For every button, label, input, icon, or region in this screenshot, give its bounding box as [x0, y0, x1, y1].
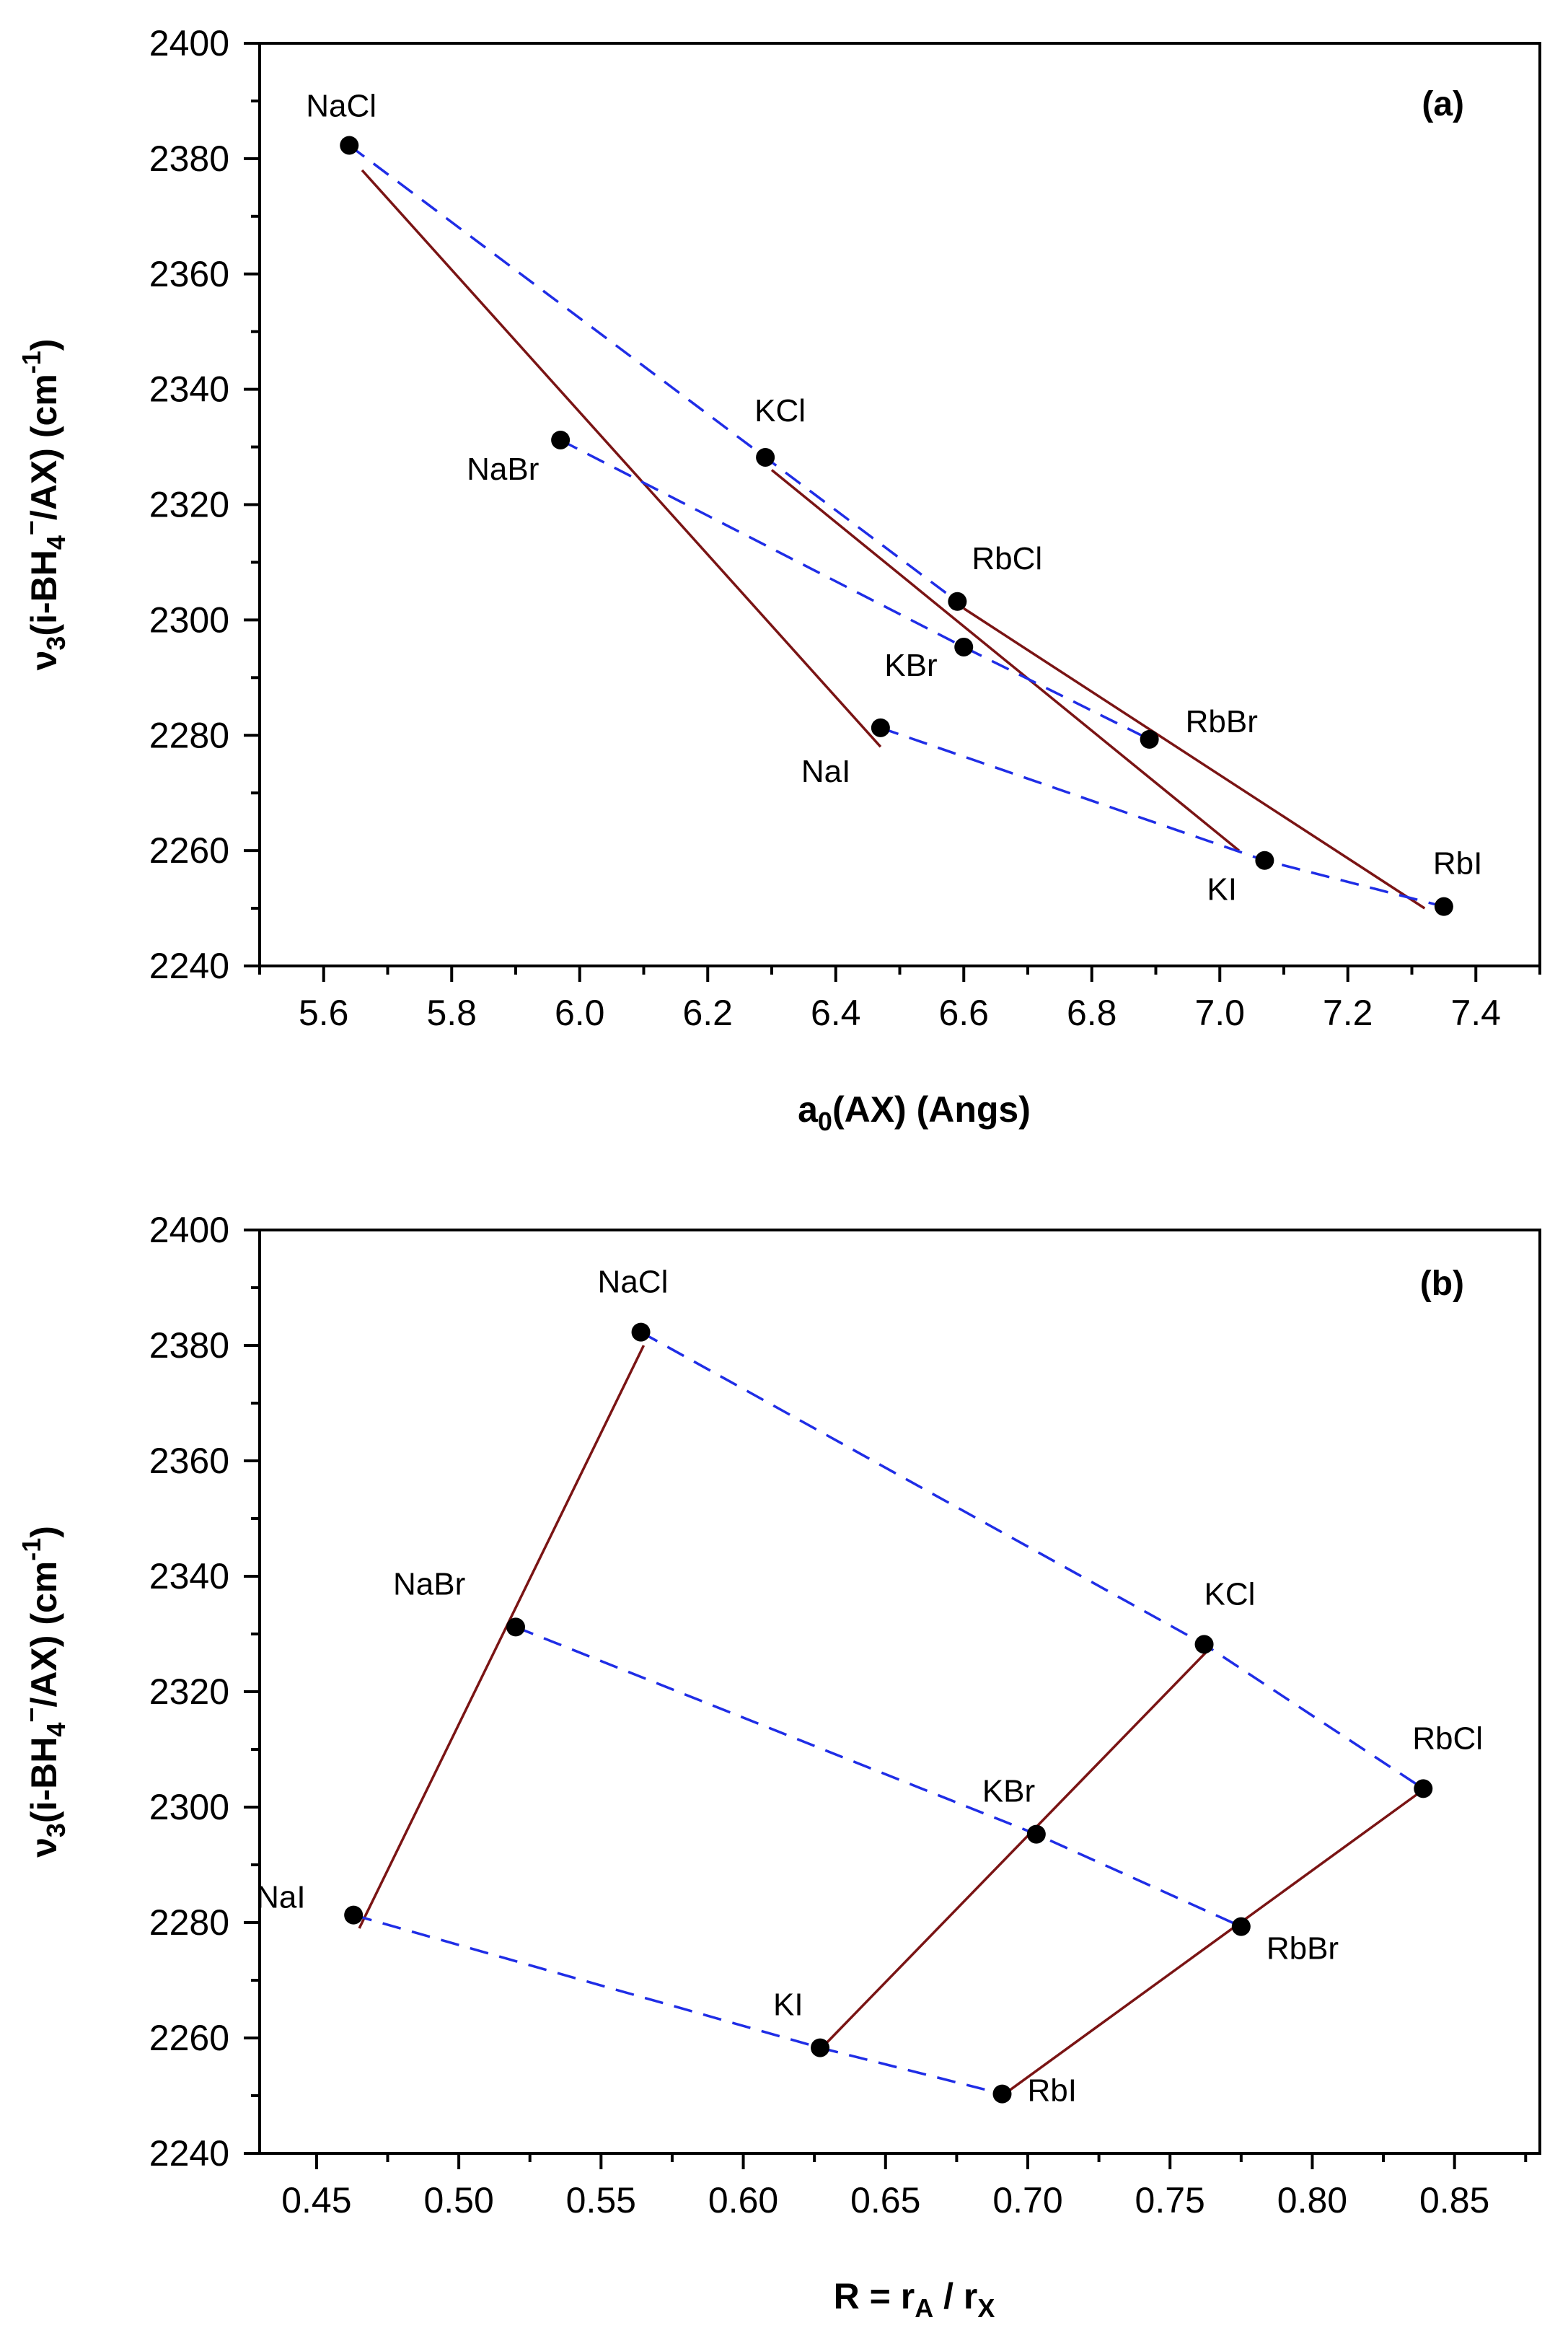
x-tick-label: 6.4	[811, 993, 861, 1033]
point-label: RbCl	[972, 541, 1042, 576]
panel-b: 0.45 0.50 0.55 0.60 0.65 0.70 0.75 0.80 0.85 2240…	[17, 1210, 1541, 2323]
y-tick-label: 2260	[149, 2018, 229, 2058]
y-tick-label: 2300	[149, 599, 229, 640]
point-label: KCl	[1204, 1576, 1256, 1612]
x-tick-label: 0.75	[1135, 2180, 1205, 2220]
panel-a: 5.6 5.8 6.0 6.2 6.4 6.6 6.8 7.0 7.2 7.4 2240 2260 22…	[17, 23, 1541, 1136]
point-label: NaBr	[393, 1566, 465, 1602]
point-label: RbCl	[1412, 1721, 1483, 1756]
y-tick-label: 2240	[149, 946, 229, 986]
x-tick-label: 6.6	[938, 993, 989, 1033]
data-point-rbi	[992, 2084, 1012, 2104]
x-tick-label: 6.2	[682, 993, 733, 1033]
point-label: RbBr	[1186, 704, 1258, 739]
data-point-kcl	[1194, 1635, 1214, 1654]
data-point-nacl	[340, 136, 359, 155]
y-tick-label: 2380	[149, 139, 229, 179]
point-label: RbI	[1433, 846, 1482, 882]
data-point-nacl	[631, 1322, 651, 1342]
data-point-nabr	[506, 1617, 525, 1637]
x-tick-label: 0.55	[566, 2180, 636, 2220]
y-tick-label: 2240	[149, 2133, 229, 2174]
solid-line-rb-series	[1001, 1788, 1424, 2097]
x-axis-title: R = rA / rX	[834, 2276, 995, 2323]
data-point-nai	[344, 1905, 364, 1925]
x-axis-title: a0(AX) (Angs)	[798, 1089, 1031, 1136]
x-tick-label: 6.8	[1067, 993, 1117, 1033]
x-tick-label: 7.2	[1323, 993, 1373, 1033]
data-point-nabr	[551, 430, 571, 449]
solid-line-na-series	[361, 169, 882, 748]
data-point-rbi	[1434, 897, 1453, 916]
y-tick-label: 2380	[149, 1325, 229, 1366]
y-tick-label: 2340	[149, 369, 229, 410]
y-tick-label: 2360	[149, 254, 229, 294]
x-tick-label: 7.4	[1450, 993, 1501, 1033]
x-tick-label: 0.85	[1419, 2180, 1489, 2220]
panel-label: (a)	[1422, 85, 1464, 123]
dashed-line-cl-series	[348, 144, 959, 603]
point-label: NaBr	[467, 452, 539, 487]
data-point-kcl	[756, 447, 775, 467]
point-label: RbBr	[1267, 1931, 1339, 1967]
data-point-rbbr	[1231, 1917, 1251, 1936]
x-tick-label: 0.70	[992, 2180, 1062, 2220]
data-point-nai	[871, 718, 890, 737]
y-tick-label: 2260	[149, 830, 229, 871]
x-tick-label: 6.0	[555, 993, 605, 1033]
point-label: NaI	[256, 1880, 305, 1915]
point-label: NaCl	[598, 1265, 669, 1300]
data-point-kbr	[1026, 1824, 1046, 1844]
point-label: KI	[773, 1987, 803, 2023]
x-tick-label: 5.8	[426, 993, 477, 1033]
point-label: KI	[1207, 872, 1237, 908]
x-tick-label: 5.6	[299, 993, 349, 1033]
dashed-line-br-series	[560, 439, 1150, 741]
dashed-line-i-series	[880, 726, 1445, 908]
panel-label: (b)	[1420, 1265, 1464, 1303]
dashed-line-i-series	[353, 1913, 1003, 2096]
x-tick-label: 7.0	[1194, 993, 1245, 1033]
point-label: KCl	[754, 393, 806, 429]
plot-frame	[258, 42, 1541, 967]
y-tick-label: 2360	[149, 1441, 229, 1481]
y-tick-label: 2320	[149, 1671, 229, 1712]
y-tick-label: 2320	[149, 485, 229, 525]
data-point-rbcl	[948, 592, 967, 611]
y-tick-label: 2300	[149, 1787, 229, 1827]
y-tick-label: 2280	[149, 715, 229, 755]
data-point-rbcl	[1414, 1779, 1433, 1798]
data-point-ki	[1255, 851, 1274, 870]
y-axis-title: ν3(i-BH4−/AX) (cm-1)	[17, 1526, 71, 1858]
point-label: KBr	[982, 1774, 1035, 1809]
point-label: RbI	[1028, 2073, 1077, 2109]
x-tick-label: 0.65	[850, 2180, 920, 2220]
solid-line-rb-series	[963, 607, 1426, 910]
solid-line-na-series	[358, 1345, 646, 1929]
x-tick-label: 0.50	[423, 2180, 493, 2220]
y-tick-label: 2340	[149, 1556, 229, 1596]
dashed-line-br-series	[515, 1625, 1242, 1928]
y-tick-label: 2400	[149, 23, 229, 63]
y-tick-label: 2400	[149, 1210, 229, 1250]
point-label: NaI	[801, 754, 850, 789]
x-tick-label: 0.60	[708, 2180, 778, 2220]
solid-line-k-series	[770, 469, 1241, 852]
dashed-line-cl-series	[640, 1331, 1424, 1790]
x-tick-label: 0.80	[1277, 2180, 1347, 2220]
plot-frame	[258, 1229, 1541, 2155]
y-tick-label: 2280	[149, 1902, 229, 1943]
data-point-ki	[811, 2038, 830, 2057]
solid-line-k-series	[819, 1650, 1208, 2051]
data-point-rbbr	[1140, 729, 1159, 749]
point-label: KBr	[884, 648, 937, 683]
y-axis-title: ν3(i-BH4−/AX) (cm-1)	[17, 339, 71, 671]
data-point-kbr	[954, 637, 974, 656]
x-tick-label: 0.45	[281, 2180, 351, 2220]
point-label: NaCl	[306, 88, 376, 123]
